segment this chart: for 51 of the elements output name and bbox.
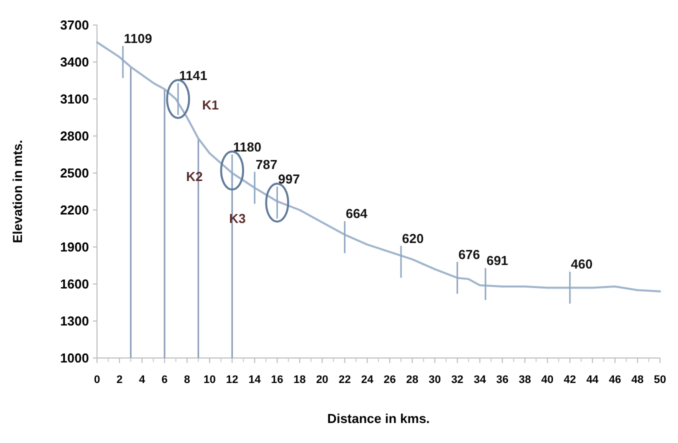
annotation: 676 xyxy=(458,246,480,262)
x-tick-label: 36 xyxy=(496,374,508,386)
y-tick-label: 3100 xyxy=(60,92,89,107)
y-tick-label: 1600 xyxy=(60,276,89,292)
y-tick-label: 3700 xyxy=(60,18,89,33)
x-tick-label: 20 xyxy=(316,374,328,386)
x-tick-label: 10 xyxy=(203,374,216,386)
y-tick-label: 2500 xyxy=(60,166,89,181)
x-axis-title: Distance in kms. xyxy=(327,411,430,426)
x-tick-label: 40 xyxy=(541,374,554,386)
x-tick-label: 12 xyxy=(226,374,238,386)
x-tick-label: 32 xyxy=(451,374,464,386)
x-tick-label: 8 xyxy=(184,374,190,386)
x-tick-label: 18 xyxy=(294,374,306,386)
annotation: 1180 xyxy=(233,140,262,155)
annotation: 664 xyxy=(346,206,368,222)
annotation: K2 xyxy=(186,169,203,184)
annotation: K3 xyxy=(229,211,246,226)
y-tick-label: 3400 xyxy=(60,54,89,70)
x-tick-label: 16 xyxy=(271,374,284,386)
y-tick-label: 1300 xyxy=(60,314,89,329)
x-tick-label: 42 xyxy=(564,374,576,386)
x-tick-label: 6 xyxy=(161,374,168,386)
x-tick-label: 2 xyxy=(116,374,123,386)
y-tick-label: 2200 xyxy=(60,202,89,218)
x-tick-label: 44 xyxy=(586,374,600,386)
y-tick-label: 1900 xyxy=(60,240,89,255)
x-tick-label: 28 xyxy=(406,374,418,386)
annotation: 1141 xyxy=(179,68,208,83)
x-tick-label: 22 xyxy=(338,374,351,386)
annotation: 1109 xyxy=(124,31,152,46)
x-tick-label: 0 xyxy=(94,374,100,386)
annotation: 997 xyxy=(278,172,300,187)
x-tick-label: 38 xyxy=(518,374,532,386)
x-tick-label: 50 xyxy=(654,374,666,386)
x-tick-label: 48 xyxy=(631,374,644,386)
x-tick-label: 24 xyxy=(361,374,374,386)
y-axis-title: Elevation in mts. xyxy=(10,140,25,244)
annotation: 620 xyxy=(402,230,424,246)
annotation: K1 xyxy=(202,98,219,113)
x-tick-label: 26 xyxy=(384,374,396,386)
annotation: 460 xyxy=(570,256,593,272)
x-tick-label: 30 xyxy=(428,374,441,386)
y-tick-label: 2800 xyxy=(60,128,89,144)
x-tick-label: 46 xyxy=(608,374,622,386)
x-tick-label: 14 xyxy=(248,374,262,386)
y-tick-label: 1000 xyxy=(60,350,89,366)
annotation: 691 xyxy=(486,253,508,268)
x-tick-label: 4 xyxy=(138,374,146,386)
x-tick-label: 34 xyxy=(474,374,487,386)
annotation: 787 xyxy=(256,156,278,172)
